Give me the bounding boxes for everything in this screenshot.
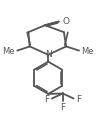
Text: O: O bbox=[63, 17, 70, 26]
Text: N: N bbox=[45, 50, 52, 59]
Text: F: F bbox=[60, 103, 65, 112]
Text: Me: Me bbox=[81, 47, 93, 55]
Text: F: F bbox=[76, 95, 82, 104]
Text: F: F bbox=[44, 95, 49, 104]
Text: Me: Me bbox=[2, 47, 15, 55]
